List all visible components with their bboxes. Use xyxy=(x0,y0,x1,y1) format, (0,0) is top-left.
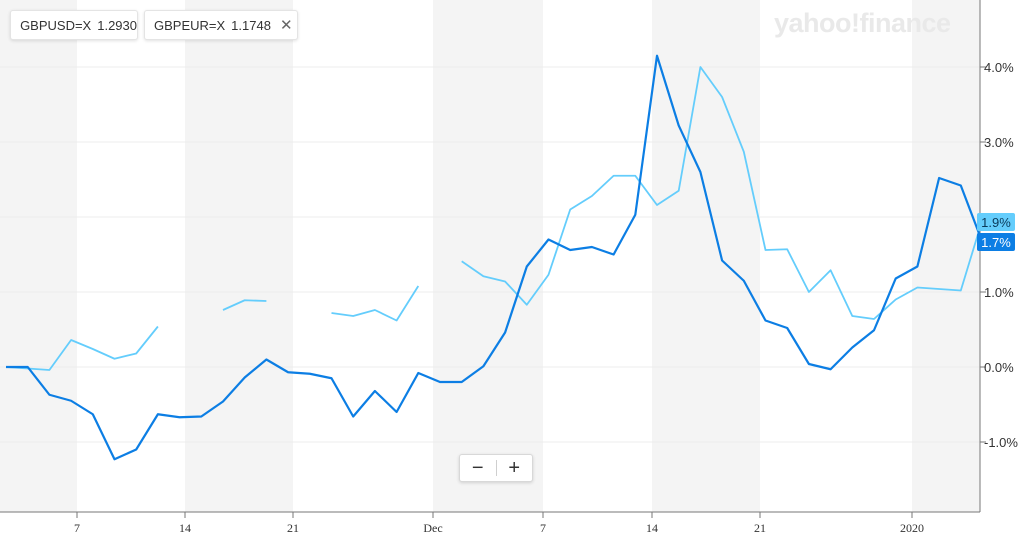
legend-item-gbpusd[interactable]: GBPUSD=X 1.2930 xyxy=(10,10,138,40)
week-band xyxy=(433,0,543,512)
week-band xyxy=(912,0,980,512)
series-lines xyxy=(5,54,1005,461)
series-line-gbpeurx xyxy=(331,285,420,322)
close-icon[interactable]: ✕ xyxy=(279,17,293,34)
y-tick-label: 0.0% xyxy=(984,360,1014,375)
y-tick-label: -1.0% xyxy=(984,435,1018,450)
week-band xyxy=(652,0,760,512)
grid-lines xyxy=(0,66,980,443)
x-tick-label: 7 xyxy=(540,521,546,535)
end-label-text: 1.9% xyxy=(981,215,1011,230)
series-line-gbpeurx xyxy=(5,325,159,371)
zoom-control: − + xyxy=(459,454,533,482)
series-line-gbpeurx xyxy=(461,66,1005,320)
series-line-gbpeurx xyxy=(222,299,267,311)
y-tick-label: 4.0% xyxy=(984,60,1014,75)
week-band xyxy=(0,0,77,512)
y-tick-label: 3.0% xyxy=(984,135,1014,150)
zoom-in-button[interactable]: + xyxy=(508,457,521,479)
end-label-text: 1.7% xyxy=(981,235,1011,250)
zoom-out-button[interactable]: − xyxy=(471,457,484,479)
zoom-divider xyxy=(495,460,497,476)
x-tick-label: 21 xyxy=(754,521,766,535)
x-tick-label: 14 xyxy=(179,521,191,535)
gbpusd-symbol: GBPUSD=X xyxy=(20,17,92,33)
x-tick-label: 14 xyxy=(646,521,658,535)
end-labels: 1.9% 1.7% xyxy=(977,213,1015,251)
week-bands xyxy=(0,0,980,512)
gbpeur-symbol: GBPEUR=X xyxy=(154,17,226,33)
gbpusd-price: 1.2930 xyxy=(97,17,137,33)
end-label-badge xyxy=(977,233,1015,251)
x-tick-label: 7 xyxy=(74,521,80,535)
x-tick-label: 21 xyxy=(287,521,299,535)
x-tick-label: 2020 xyxy=(900,521,924,535)
x-tick-label: Dec xyxy=(423,521,442,535)
legend-item-gbpeur[interactable]: GBPEUR=X 1.1748 ✕ xyxy=(144,10,298,40)
y-tick-label: 1.0% xyxy=(984,285,1014,300)
end-label-badge xyxy=(977,213,1015,231)
week-band xyxy=(185,0,293,512)
yahoo-finance-logo: yahoo!finance xyxy=(774,8,951,38)
series-line-gbpusdx xyxy=(6,54,984,461)
gbpeur-price: 1.1748 xyxy=(231,17,271,33)
